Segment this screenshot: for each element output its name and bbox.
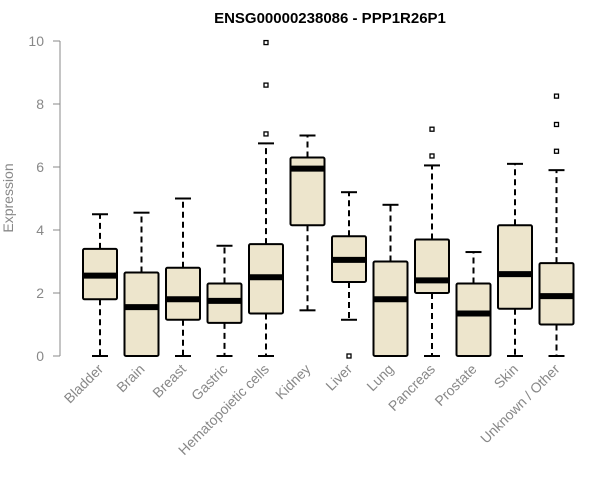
y-tick-label: 0 bbox=[36, 348, 44, 364]
y-tick-label: 6 bbox=[36, 159, 44, 175]
x-tick-label: Brain bbox=[113, 361, 147, 395]
outlier-point bbox=[553, 121, 560, 128]
y-tick-label: 10 bbox=[28, 33, 44, 49]
box-iqr bbox=[414, 238, 450, 294]
outlier-point bbox=[263, 131, 269, 137]
x-tick-label: Lung bbox=[363, 361, 396, 394]
y-tick-label: 4 bbox=[36, 222, 44, 238]
x-tick-label: Breast bbox=[149, 361, 189, 401]
chart-title: ENSG00000238086 - PPP1R26P1 bbox=[214, 10, 446, 27]
x-tick-label: Prostate bbox=[431, 361, 479, 409]
box-unknown-other bbox=[538, 93, 575, 357]
x-tick-label: Liver bbox=[322, 361, 355, 394]
outlier-point bbox=[553, 93, 560, 99]
y-tick-label: 8 bbox=[36, 96, 44, 112]
y-axis-label: Expression bbox=[0, 163, 16, 232]
x-tick-label: Bladder bbox=[61, 361, 107, 407]
box-brain bbox=[123, 211, 160, 357]
box-breast bbox=[165, 197, 201, 357]
box-lung bbox=[372, 203, 409, 357]
box-kidney bbox=[289, 134, 326, 312]
box-liver bbox=[331, 191, 367, 359]
box-bladder bbox=[82, 213, 118, 357]
box-series bbox=[82, 39, 575, 359]
y-axis: 0 2 4 6 8 10 bbox=[28, 33, 61, 364]
x-tick-label: Skin bbox=[491, 361, 522, 392]
outlier-point bbox=[263, 39, 269, 46]
outlier-point bbox=[429, 153, 435, 159]
box-iqr bbox=[455, 282, 492, 357]
x-tick-label: Unknown / Other bbox=[477, 361, 563, 447]
x-tick-label: Kidney bbox=[272, 361, 314, 403]
box-iqr bbox=[372, 260, 409, 357]
outlier-point bbox=[553, 148, 560, 154]
y-tick-label: 2 bbox=[36, 285, 44, 301]
box-iqr bbox=[165, 266, 201, 321]
box-skin bbox=[497, 162, 533, 357]
outlier-point bbox=[263, 82, 269, 88]
box-hematopoietic-cells bbox=[248, 39, 284, 357]
box-iqr bbox=[123, 271, 160, 357]
box-prostate bbox=[455, 251, 492, 357]
box-iqr bbox=[289, 156, 326, 227]
box-iqr bbox=[497, 224, 533, 310]
box-pancreas bbox=[414, 126, 450, 357]
outlier-point bbox=[429, 126, 435, 132]
box-gastric bbox=[206, 244, 243, 357]
outlier-point bbox=[346, 353, 352, 359]
